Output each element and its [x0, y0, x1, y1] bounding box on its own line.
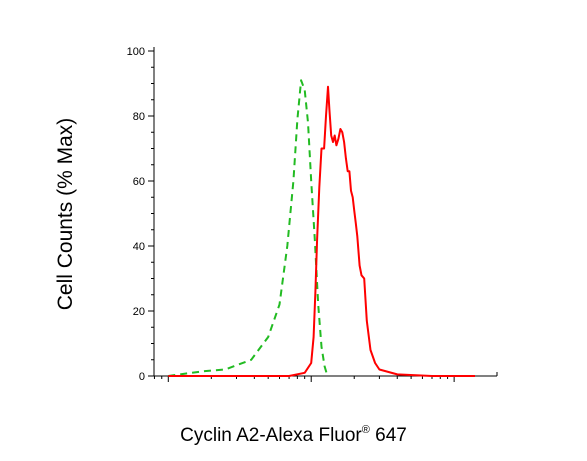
sample-histogram-curve	[168, 85, 475, 377]
y-tick-label: 40	[133, 241, 145, 253]
series-layer	[168, 79, 475, 377]
y-tick-label: 20	[133, 306, 145, 318]
y-axis-title: Cell Counts (% Max)	[54, 118, 77, 311]
y-tick-label: 0	[139, 371, 145, 383]
x-axis-title-text: Cyclin A2-Alexa Fluor	[180, 425, 362, 446]
x-axis-title: Cyclin A2-Alexa Fluor® 647	[0, 424, 587, 447]
isotype-control-curve	[168, 79, 328, 377]
y-tick-label: 100	[127, 46, 145, 58]
y-tick-label: 80	[133, 111, 145, 123]
axes: 0 20 40 60 80 100	[127, 46, 498, 383]
y-tick-label: 60	[133, 176, 145, 188]
x-axis-title-suffix: 647	[369, 425, 407, 446]
registered-mark: ®	[361, 424, 370, 436]
